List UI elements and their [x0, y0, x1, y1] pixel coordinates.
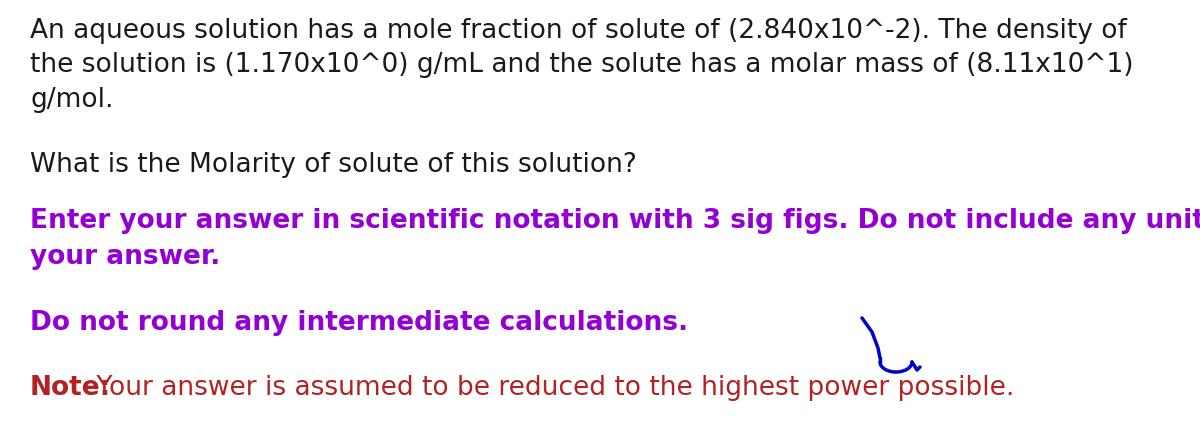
Text: your answer.: your answer. [30, 244, 221, 270]
Text: g/mol.: g/mol. [30, 87, 114, 113]
Text: An aqueous solution has a mole fraction of solute of (2.840x10^-2). The density : An aqueous solution has a mole fraction … [30, 18, 1127, 44]
Text: Enter your answer in scientific notation with 3 sig figs. Do not include any uni: Enter your answer in scientific notation… [30, 208, 1200, 234]
Text: Note:: Note: [30, 375, 112, 401]
Text: What is the Molarity of solute of this solution?: What is the Molarity of solute of this s… [30, 152, 637, 178]
Text: the solution is (1.170x10^0) g/mL and the solute has a molar mass of (8.11x10^1): the solution is (1.170x10^0) g/mL and th… [30, 52, 1134, 78]
Text: Your answer is assumed to be reduced to the highest power possible.: Your answer is assumed to be reduced to … [88, 375, 1014, 401]
Text: Do not round any intermediate calculations.: Do not round any intermediate calculatio… [30, 310, 688, 336]
